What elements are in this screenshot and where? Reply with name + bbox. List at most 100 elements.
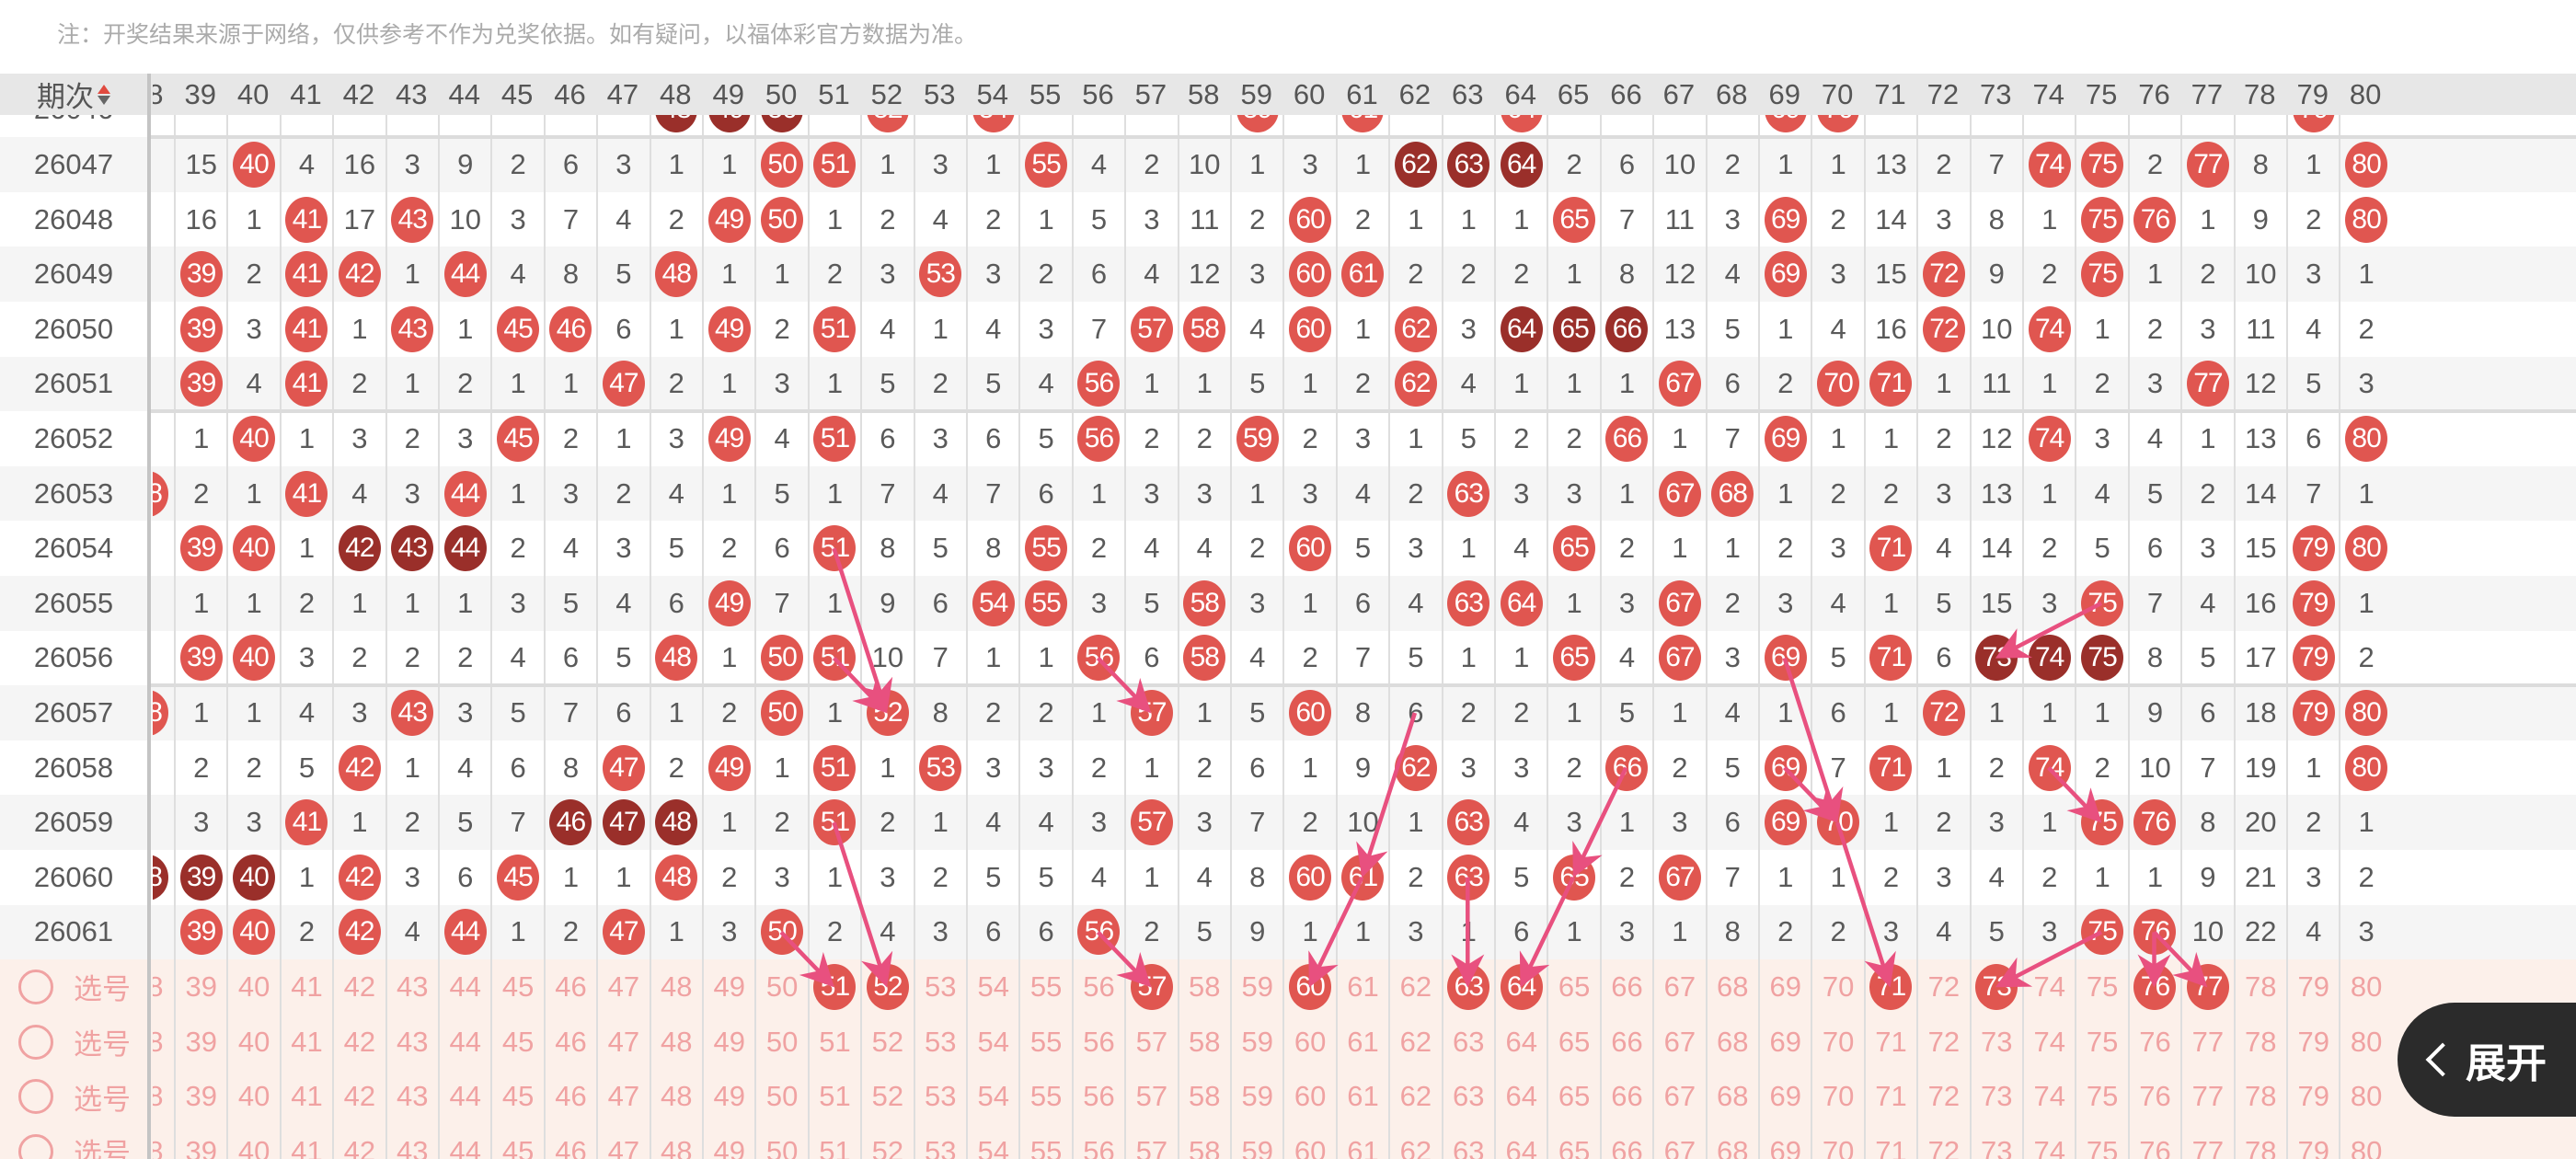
pick-number-41[interactable]: 41	[279, 1069, 332, 1124]
selected-ball[interactable]: 71	[1869, 963, 1913, 1010]
pick-number-40[interactable]: 40	[226, 1014, 279, 1070]
pick-number-64[interactable]: 64	[1494, 1014, 1547, 1070]
pick-number-71[interactable]: 71	[1863, 1124, 1916, 1159]
radio-circle-icon[interactable]	[18, 1079, 53, 1115]
pick-number[interactable]: 67	[1663, 970, 1696, 1003]
pick-number[interactable]: 68	[1717, 1025, 1749, 1058]
pick-number[interactable]: 69	[1769, 1080, 1801, 1113]
pick-number-63[interactable]: 63	[1441, 1014, 1494, 1070]
pick-number[interactable]: 70	[1822, 1080, 1855, 1113]
pick-number[interactable]: 57	[1135, 1134, 1168, 1159]
pick-number-54[interactable]: 54	[966, 1069, 1018, 1124]
pick-number-52[interactable]: 52	[860, 1014, 913, 1070]
pick-number-72[interactable]: 72	[1916, 1014, 1969, 1070]
pick-number-45[interactable]: 45	[490, 1014, 543, 1070]
pick-number-52[interactable]: 52	[860, 1124, 913, 1159]
pick-number[interactable]: 52	[871, 1025, 904, 1058]
pick-number-49[interactable]: 49	[702, 1069, 754, 1124]
pick-number[interactable]: 47	[607, 1080, 640, 1113]
pick-number-61[interactable]: 61	[1335, 1124, 1388, 1159]
pick-number[interactable]: 67	[1663, 1080, 1696, 1113]
pick-number-68[interactable]: 68	[1705, 959, 1758, 1015]
pick-number[interactable]: 74	[2033, 1134, 2065, 1159]
selected-ball[interactable]: 76	[2133, 963, 2177, 1010]
pick-number-73[interactable]: 73	[1969, 1069, 2022, 1124]
pick-number-49[interactable]: 49	[702, 1124, 754, 1159]
pick-number-46[interactable]: 46	[543, 1014, 596, 1070]
pick-number-54[interactable]: 54	[966, 1124, 1018, 1159]
pick-number-65[interactable]: 65	[1547, 1124, 1599, 1159]
pick-number[interactable]: 48	[661, 970, 693, 1003]
pick-number-42[interactable]: 42	[332, 1014, 385, 1070]
pick-number-45[interactable]: 45	[490, 1124, 543, 1159]
pick-number-53[interactable]: 53	[913, 959, 966, 1015]
pick-number-60[interactable]: 60	[1282, 1014, 1335, 1070]
pick-number-50[interactable]: 50	[754, 1014, 807, 1070]
pick-number-66[interactable]: 66	[1599, 1069, 1652, 1124]
pick-number-75[interactable]: 75	[2075, 1124, 2127, 1159]
pick-number[interactable]: 56	[1083, 1080, 1115, 1113]
pick-number-62[interactable]: 62	[1388, 959, 1441, 1015]
pick-number-43[interactable]: 43	[385, 959, 438, 1015]
pick-number-42[interactable]: 42	[332, 959, 385, 1015]
pick-number-77[interactable]: 77	[2180, 959, 2233, 1015]
pick-number[interactable]: 50	[765, 1134, 799, 1159]
pick-number-69[interactable]: 69	[1758, 1069, 1811, 1124]
pick-number[interactable]: 49	[713, 1134, 745, 1159]
pick-number-62[interactable]: 62	[1388, 1014, 1441, 1070]
pick-number-53[interactable]: 53	[913, 1124, 966, 1159]
pick-number[interactable]: 42	[343, 1025, 376, 1058]
pick-number[interactable]: 64	[1505, 1025, 1537, 1058]
pick-number-49[interactable]: 49	[702, 959, 754, 1015]
pick-number[interactable]: 55	[1029, 1134, 1063, 1159]
pick-number[interactable]: 61	[1347, 1080, 1379, 1113]
pick-number-41[interactable]: 41	[279, 959, 332, 1015]
pick-number-38[interactable]: 38	[153, 1069, 174, 1124]
pick-number-46[interactable]: 46	[543, 1124, 596, 1159]
pick-number[interactable]: 56	[1083, 970, 1115, 1003]
pick-number[interactable]: 55	[1029, 1025, 1063, 1058]
pick-number-61[interactable]: 61	[1335, 1069, 1388, 1124]
pick-number[interactable]: 68	[1717, 1134, 1749, 1159]
pick-number[interactable]: 58	[1189, 1080, 1221, 1113]
pick-number-76[interactable]: 76	[2127, 1069, 2180, 1124]
pick-number-56[interactable]: 56	[1071, 1069, 1124, 1124]
pick-number-48[interactable]: 48	[649, 959, 702, 1015]
pick-number[interactable]: 78	[2245, 970, 2277, 1003]
period-sort-header[interactable]: 期次	[0, 74, 151, 115]
pick-number[interactable]: 62	[1399, 1025, 1432, 1058]
pick-number-50[interactable]: 50	[754, 959, 807, 1015]
pick-number-55[interactable]: 55	[1018, 1124, 1071, 1159]
selected-ball[interactable]: 77	[2186, 963, 2229, 1010]
pick-number-74[interactable]: 74	[2022, 959, 2075, 1015]
selected-ball[interactable]: 52	[866, 963, 909, 1010]
pick-number[interactable]: 61	[1347, 970, 1379, 1003]
pick-number[interactable]: 80	[2350, 970, 2383, 1003]
pick-number[interactable]: 67	[1663, 1025, 1696, 1058]
pick-number-51[interactable]: 51	[807, 1069, 860, 1124]
pick-number[interactable]: 60	[1294, 1080, 1327, 1113]
pick-number-58[interactable]: 58	[1177, 959, 1230, 1015]
pick-number-56[interactable]: 56	[1071, 959, 1124, 1015]
pick-number[interactable]: 43	[397, 1080, 429, 1113]
pick-number[interactable]: 54	[977, 1134, 1009, 1159]
pick-number-39[interactable]: 39	[174, 959, 226, 1015]
pick-number[interactable]: 66	[1611, 970, 1643, 1003]
pick-number[interactable]: 47	[607, 1025, 640, 1058]
pick-number-68[interactable]: 68	[1705, 1014, 1758, 1070]
pick-number[interactable]: 66	[1611, 1080, 1643, 1113]
pick-number-53[interactable]: 53	[913, 1014, 966, 1070]
pick-number-66[interactable]: 66	[1599, 1124, 1652, 1159]
pick-number-80[interactable]: 80	[2339, 1014, 2391, 1070]
pick-number[interactable]: 73	[1981, 1080, 2013, 1113]
pick-number-51[interactable]: 51	[807, 959, 860, 1015]
pick-number-66[interactable]: 66	[1599, 1014, 1652, 1070]
pick-number[interactable]: 43	[397, 970, 429, 1003]
pick-number[interactable]: 66	[1611, 1134, 1643, 1159]
pick-number-47[interactable]: 47	[596, 1124, 649, 1159]
pick-number[interactable]: 77	[2191, 1080, 2225, 1113]
pick-number-58[interactable]: 58	[1177, 1069, 1230, 1124]
pick-number[interactable]: 65	[1558, 1080, 1591, 1113]
pick-number[interactable]: 78	[2245, 1134, 2277, 1159]
pick-number-42[interactable]: 42	[332, 1124, 385, 1159]
